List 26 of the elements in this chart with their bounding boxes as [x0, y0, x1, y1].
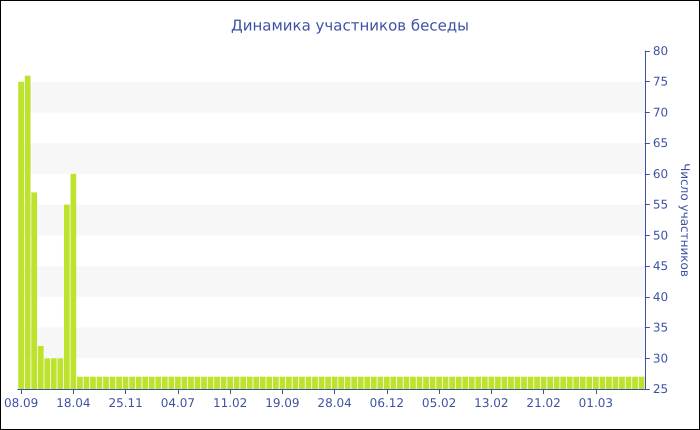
y-tick-label: 55	[652, 198, 668, 212]
x-tick-label: 19.09	[265, 396, 300, 410]
x-tick-label: 11.02	[212, 396, 248, 410]
y-tick-label: 60	[652, 166, 668, 181]
x-tick-label: 01.03	[578, 396, 614, 410]
x-tick-label: 28.04	[317, 396, 352, 410]
x-tick-label: 08.09	[4, 396, 38, 410]
x-tick-label: 06.12	[370, 396, 404, 410]
y-tick-label: 70	[652, 105, 668, 120]
y-tick-label: 40	[652, 290, 668, 304]
x-tick-label: 04.07	[160, 396, 196, 410]
chart-title: Динамика участников беседы	[230, 16, 470, 34]
x-tick-label: 21.02	[526, 396, 561, 410]
y-tick-label: 25	[652, 382, 668, 396]
y-axis-title: Число участников	[678, 163, 692, 277]
y-tick-label: 80	[652, 44, 668, 58]
x-tick-label: 25.11	[108, 396, 143, 410]
y-tick-label: 35	[652, 320, 668, 335]
y-tick-label: 45	[652, 259, 668, 274]
y-tick-label: 30	[652, 351, 668, 366]
x-tick-label: 13.02	[474, 396, 509, 410]
y-tick-label: 75	[652, 74, 668, 89]
x-tick-label: 05.02	[422, 396, 456, 410]
y-tick-label: 50	[652, 228, 668, 242]
y-tick-label: 65	[652, 136, 668, 150]
x-tick-label: 18.04	[56, 396, 91, 410]
